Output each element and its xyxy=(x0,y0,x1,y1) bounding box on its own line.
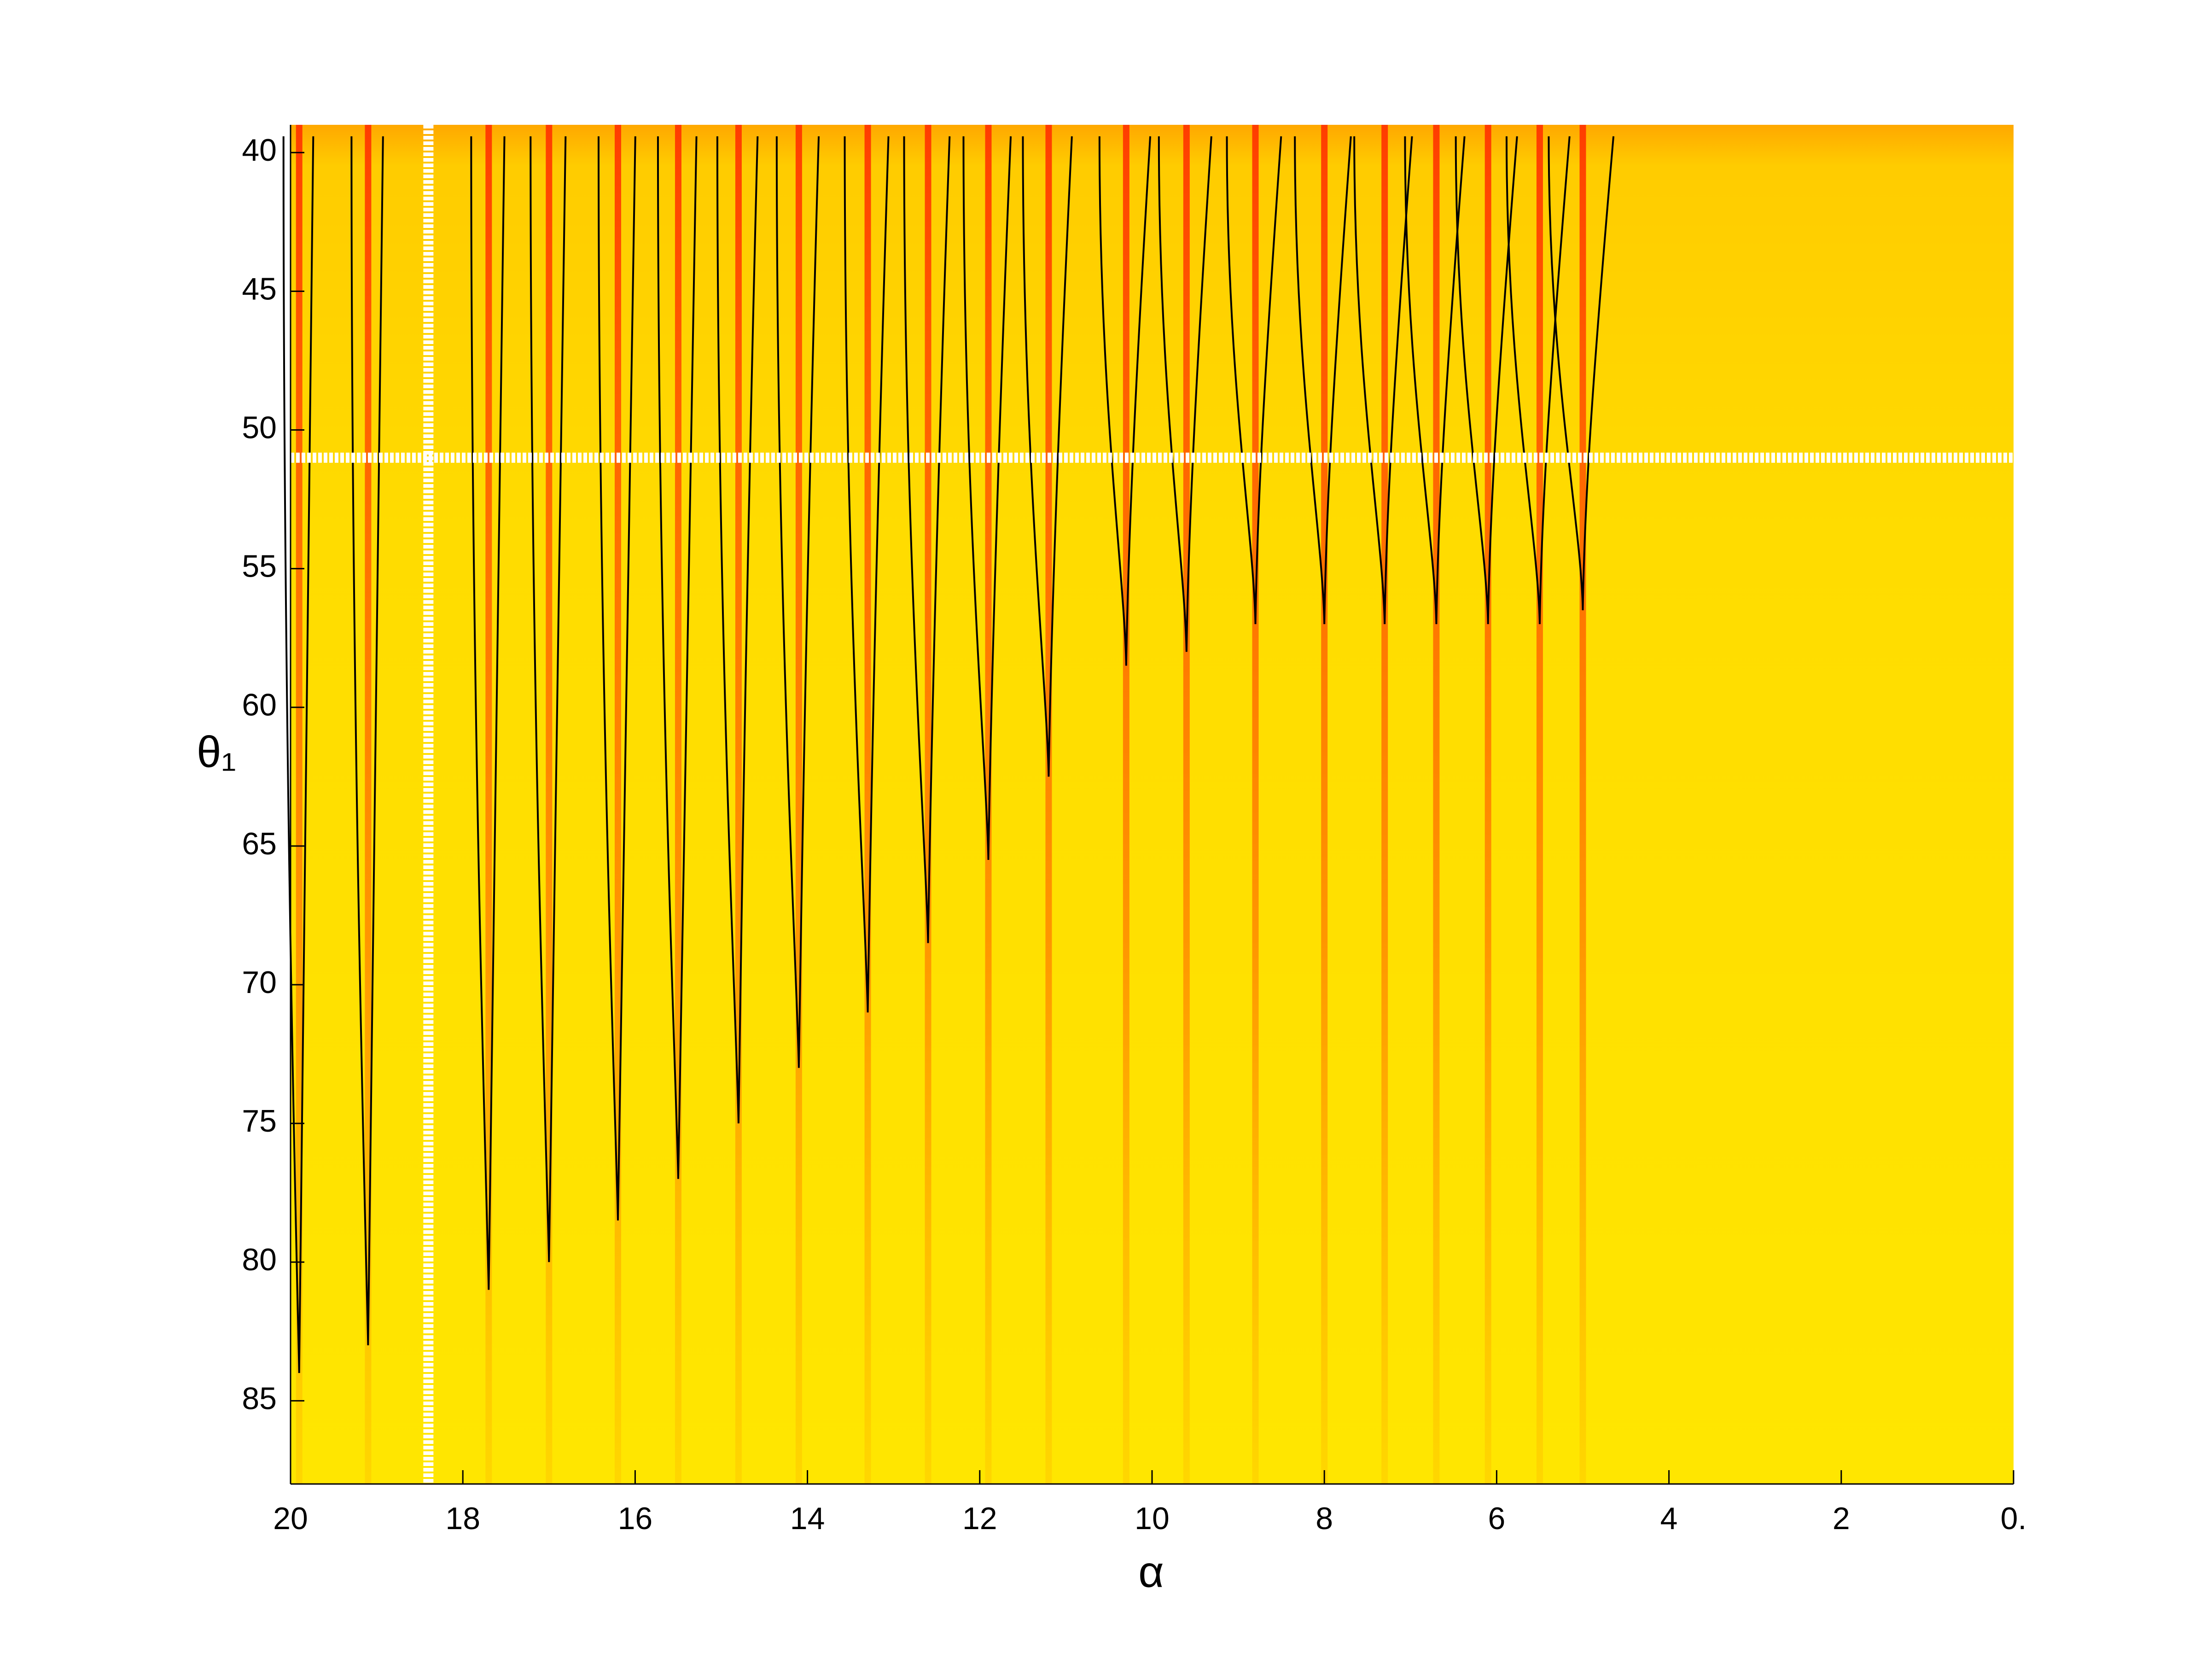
x-tick-label: 16 xyxy=(618,1501,653,1536)
contour-loop xyxy=(1294,136,1352,625)
contour-loop xyxy=(903,136,951,943)
resonance-stripe xyxy=(1579,125,1586,1484)
resonance-stripe xyxy=(1484,125,1491,1484)
heatmap-background xyxy=(291,125,2014,1484)
contour-loop xyxy=(1098,136,1152,666)
contour-loop xyxy=(844,136,890,1013)
y-tick-label: 40 xyxy=(242,133,277,168)
resonance-stripe xyxy=(1183,125,1190,1484)
resonance-stripe xyxy=(1321,125,1328,1484)
resonance-stripe xyxy=(1433,125,1440,1484)
contour-loop xyxy=(775,136,820,1068)
x-tick-label: 2 xyxy=(1833,1501,1850,1536)
y-tick-label: 60 xyxy=(242,688,277,723)
contour-loop xyxy=(1226,136,1282,625)
x-tick-label: 14 xyxy=(790,1501,825,1536)
x-tick-label: 18 xyxy=(445,1501,480,1536)
contour-loop xyxy=(1548,136,1615,610)
y-tick-label: 45 xyxy=(242,271,277,306)
y-tick-label: 65 xyxy=(242,826,277,861)
resonance-stripe xyxy=(795,125,802,1484)
resonance-stripe xyxy=(546,125,553,1484)
contour-loop xyxy=(962,136,1012,860)
contour-loop xyxy=(1353,136,1413,625)
resonance-stripe xyxy=(864,125,871,1484)
x-tick-label: 0. xyxy=(2001,1501,2027,1536)
x-tick-label: 12 xyxy=(962,1501,997,1536)
resonance-stripe xyxy=(925,125,931,1484)
x-tick-label: 6 xyxy=(1488,1501,1505,1536)
contour-loop xyxy=(1404,136,1466,625)
x-tick-label: 4 xyxy=(1660,1501,1678,1536)
resonance-stripe xyxy=(735,125,742,1484)
resonance-stripe xyxy=(1123,125,1129,1484)
y-tick-label: 85 xyxy=(242,1381,277,1416)
resonance-stripe xyxy=(675,125,681,1484)
resonance-stripe xyxy=(296,125,303,1484)
y-tick-label: 70 xyxy=(242,965,277,1000)
contour-loop xyxy=(1505,136,1571,625)
y-tick-label: 75 xyxy=(242,1104,277,1139)
resonance-stripe xyxy=(1045,125,1052,1484)
y-tick-label: 80 xyxy=(242,1242,277,1277)
contour-loop xyxy=(1455,136,1518,625)
x-tick-label: 8 xyxy=(1316,1501,1333,1536)
y-tick-label: 50 xyxy=(242,410,277,445)
x-axis-label: α xyxy=(1138,1547,1164,1596)
contour-loop xyxy=(1022,136,1073,777)
resonance-stripe xyxy=(1381,125,1388,1484)
resonance-stripe xyxy=(985,125,992,1484)
contour-loop xyxy=(1158,136,1212,652)
contour-loop xyxy=(716,136,759,1124)
resonance-stripe xyxy=(1536,125,1543,1484)
x-tick-label: 10 xyxy=(1135,1501,1170,1536)
y-tick-label: 55 xyxy=(242,549,277,584)
x-tick-label: 20 xyxy=(273,1501,308,1536)
resonance-stripe xyxy=(614,125,621,1484)
y-axis-label: θ₁ xyxy=(197,727,236,777)
resonance-stripe xyxy=(1252,125,1259,1484)
